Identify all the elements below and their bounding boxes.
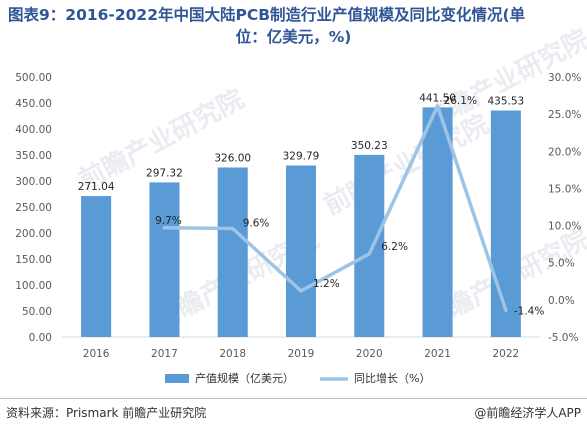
chart-title-line2: 位：亿美元，%) (235, 28, 352, 46)
x-axis-tick: 2022 (492, 348, 519, 360)
legend-bar-swatch (165, 374, 189, 383)
legend-line-label: 同比增长（%） (354, 371, 430, 385)
chart-title: 图表9：2016-2022年中国大陆PCB制造行业产值规模及同比变化情况(单 位… (8, 4, 579, 48)
left-axis-tick: 200.00 (15, 228, 52, 240)
bar-value-label: 329.79 (283, 151, 320, 163)
brand-credit: @前瞻经济学人APP (474, 406, 581, 420)
x-axis-tick: 2019 (288, 348, 315, 360)
x-axis-tick: 2017 (151, 348, 178, 360)
bar-value-label: 350.23 (351, 140, 388, 152)
left-axis-tick: 50.00 (22, 306, 52, 318)
chart-title-line1: 图表9：2016-2022年中国大陆PCB制造行业产值规模及同比变化情况(单 (8, 6, 526, 24)
right-axis-tick: 0.0% (548, 295, 575, 307)
right-axis-tick: 25.0% (548, 109, 581, 121)
right-axis-tick: 10.0% (548, 221, 581, 233)
growth-value-label: -1.4% (514, 305, 544, 317)
bar-value-label: 326.00 (214, 152, 251, 164)
bar (149, 182, 180, 337)
legend-bar-label: 产值规模（亿美元） (195, 371, 294, 385)
left-axis-tick: 450.00 (15, 98, 52, 110)
left-axis-tick: 250.00 (15, 202, 52, 214)
bar (285, 165, 317, 337)
left-axis-tick: 100.00 (15, 280, 52, 292)
left-axis-tick: 150.00 (15, 254, 52, 266)
bar (217, 167, 248, 337)
growth-value-label: 1.2% (313, 278, 340, 290)
right-axis-tick: 5.0% (548, 258, 575, 270)
growth-value-label: 9.6% (243, 218, 270, 230)
right-axis-tick: 20.0% (548, 146, 581, 158)
bar-series (81, 107, 521, 337)
left-axis-tick: 400.00 (15, 124, 52, 136)
watermark-text: 前瞻产业研究院 (319, 108, 494, 221)
growth-line (162, 104, 508, 313)
bar (422, 107, 453, 337)
right-axis-tick: 15.0% (548, 183, 581, 195)
growth-value-label: 26.1% (444, 95, 477, 107)
right-axis-tick: 30.0% (548, 72, 581, 84)
source-note: 资料来源：Prismark 前瞻产业研究院 (6, 406, 207, 420)
bar-data-labels: 271.04 297.32 326.00 329.79 350.23 441.50 435.… (78, 92, 524, 193)
left-axis-tick: 0.00 (29, 332, 52, 344)
left-axis-tick: 500.00 (15, 72, 52, 84)
growth-value-label: 9.7% (155, 215, 182, 227)
line-series (162, 104, 508, 313)
right-axis-tick: -5.0% (548, 332, 578, 344)
x-axis-tick: 2018 (219, 348, 246, 360)
legend: 产值规模（亿美元） 同比增长（%） (165, 371, 430, 385)
x-axis-tick: 2021 (424, 348, 451, 360)
bar (81, 196, 112, 337)
left-axis-tick: 300.00 (15, 176, 52, 188)
left-axis-tick: 350.00 (15, 150, 52, 162)
line-data-labels: 9.7% 9.6% 1.2% 6.2% 26.1% -1.4% (155, 95, 544, 317)
bar (490, 110, 521, 337)
x-axis-tick: 2016 (83, 348, 110, 360)
growth-value-label: 6.2% (381, 241, 408, 253)
combo-chart: 前瞻产业研究院前瞻产业研究院前瞻产业研究院前瞻产业研究院前瞻产业研究院 0.00… (15, 23, 587, 385)
footer-divider (0, 398, 587, 399)
left-axis: 0.00 50.00 100.00 150.00 200.00 250.00 300.00 3… (15, 72, 52, 344)
bar-value-label: 441.50 (419, 92, 456, 104)
right-axis: -5.0% 0.0% 5.0% 10.0% 15.0% 20.0% 25.0% 30.0% (548, 72, 581, 344)
bar-value-label: 271.04 (78, 181, 115, 193)
bar (354, 154, 385, 337)
x-axis-ticks: 2016 2017 2018 2019 2020 2021 2022 (83, 348, 519, 360)
bar-value-label: 297.32 (146, 167, 183, 179)
x-axis-tick: 2020 (356, 348, 383, 360)
bar-value-label: 435.53 (487, 96, 524, 108)
